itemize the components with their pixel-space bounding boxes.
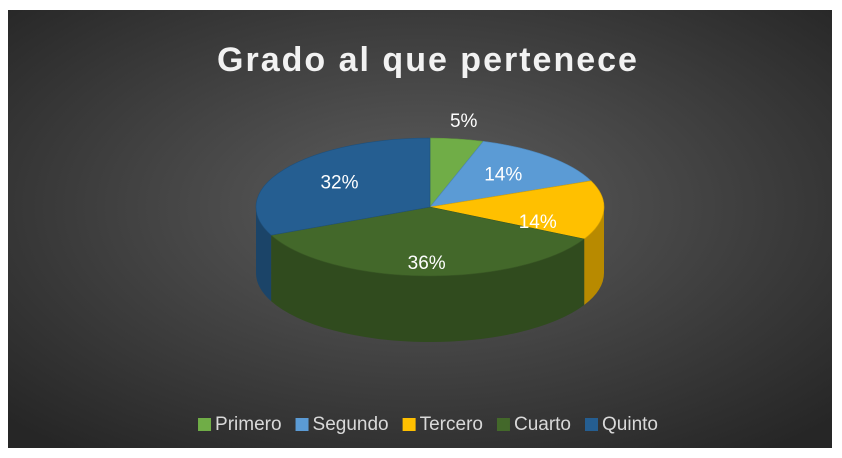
- data-label: 32%: [320, 173, 358, 194]
- legend-label: Cuarto: [514, 414, 571, 435]
- legend-swatch: [585, 418, 598, 431]
- legend-label: Segundo: [313, 414, 389, 435]
- data-label: 5%: [450, 111, 478, 132]
- data-label: 36%: [408, 253, 446, 274]
- slice-side: [271, 235, 585, 343]
- legend-label: Primero: [215, 414, 282, 435]
- slice: [429, 180, 605, 240]
- legend-swatch: [198, 418, 212, 431]
- legend-swatch: [295, 418, 309, 431]
- slice: [255, 137, 431, 236]
- legend-swatch: [496, 418, 510, 431]
- legend: Primero Segundo Tercero Cuarto Quinto: [198, 414, 658, 435]
- slice: [429, 140, 592, 208]
- slice-side: [584, 207, 604, 305]
- legend-label: Tercero: [420, 414, 483, 435]
- legend-label: Quinto: [602, 414, 658, 435]
- slice: [270, 206, 585, 277]
- data-label: 14%: [484, 165, 522, 186]
- slice-side: [256, 207, 272, 302]
- data-label: 14%: [519, 212, 557, 233]
- legend-swatch: [402, 418, 416, 431]
- chart-title: Grado al que pertenece: [217, 41, 639, 79]
